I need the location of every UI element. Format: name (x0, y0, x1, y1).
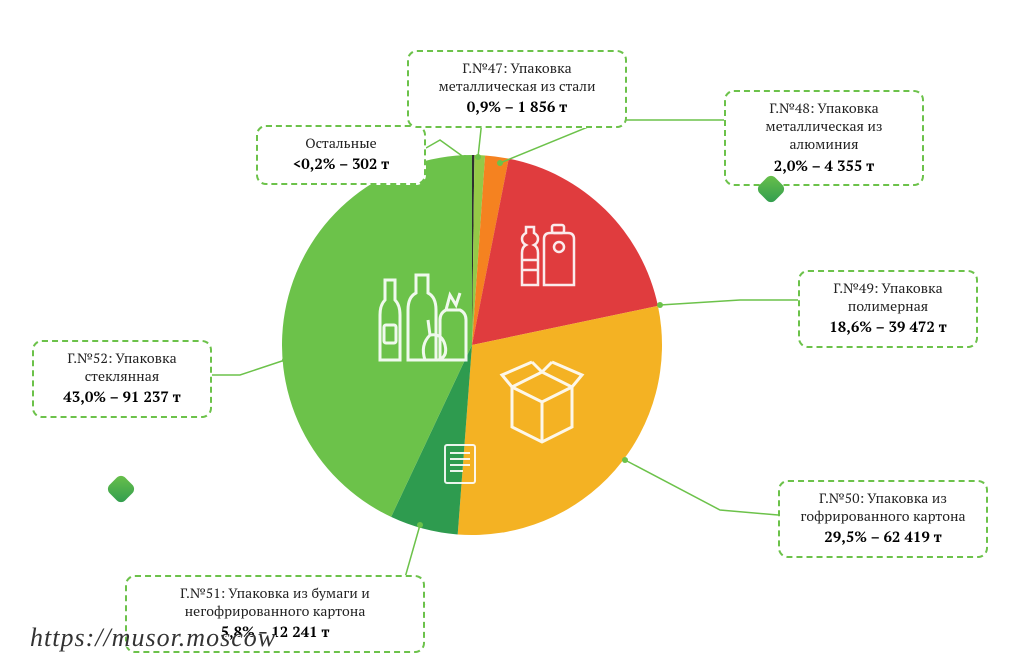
label-other: Остальные <0,2% – 302 т (256, 125, 426, 185)
label-text: Г.№49: Упаковка полимерная (812, 280, 964, 316)
label-g49: Г.№49: Упаковка полимерная18,6% – 39 472… (798, 270, 978, 348)
label-text: Остальные (270, 135, 412, 153)
label-g48: Г.№48: Упаковка металлическая из алюмини… (724, 90, 924, 186)
label-text: Г.№50: Упаковка из гофрированного картон… (792, 490, 974, 526)
pie-chart (282, 155, 662, 535)
leader-g52 (212, 360, 285, 375)
label-text: Г.№48: Упаковка металлическая из алюмини… (738, 100, 910, 155)
chart-stage: Остальные <0,2% – 302 т Г.№47: Упаковка ме… (0, 0, 1024, 663)
label-value: 2,0% – 4 355 т (738, 157, 910, 177)
label-text: Г.№52: Упаковка стеклянная (46, 350, 198, 386)
label-g50: Г.№50: Упаковка из гофрированного картон… (778, 480, 988, 558)
label-value: 0,9% – 1 856 т (421, 98, 613, 118)
label-text: Г.№51: Упаковка из бумаги и негофрирован… (139, 585, 411, 621)
watermark: https://musor.moscow (30, 623, 276, 653)
label-g52: Г.№52: Упаковка стеклянная43,0% – 91 237… (32, 340, 212, 418)
label-value: 18,6% – 39 472 т (812, 318, 964, 338)
label-value: 43,0% – 91 237 т (46, 388, 198, 408)
decor-diamond-1 (105, 473, 136, 504)
label-value: <0,2% – 302 т (270, 155, 412, 175)
label-g47: Г.№47: Упаковка металлическая из стали0,… (407, 50, 627, 128)
leader-g49 (660, 300, 798, 305)
label-value: 29,5% – 62 419 т (792, 528, 974, 548)
label-text: Г.№47: Упаковка металлическая из стали (421, 60, 613, 96)
